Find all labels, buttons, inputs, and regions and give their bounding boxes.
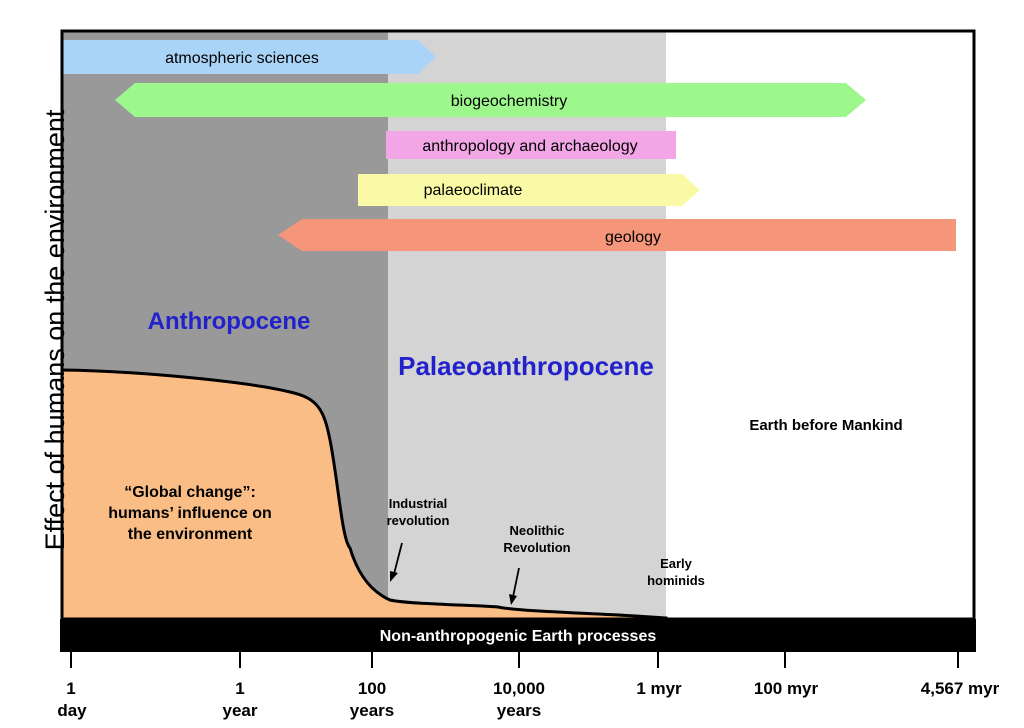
discipline-arrow-atmospheric-sciences: atmospheric sciences	[62, 40, 436, 74]
x-tick-label: 1	[235, 679, 244, 698]
global-change-line: “Global change”:	[124, 484, 256, 501]
event-label-line: Revolution	[503, 540, 570, 555]
non-anthropogenic-label: Non-anthropogenic Earth processes	[380, 628, 657, 645]
event-label-line: Neolithic	[510, 523, 565, 538]
discipline-label: geology	[605, 229, 661, 246]
global-change-line: the environment	[128, 526, 253, 543]
non-anthropogenic-bar	[60, 619, 976, 652]
palaeoanthropocene-region	[388, 31, 666, 619]
before-mankind-region	[666, 31, 974, 619]
discipline-label: anthropology and archaeology	[422, 138, 637, 155]
human-impact-curve	[60, 368, 668, 621]
discipline-arrow-biogeochemistry: biogeochemistry	[115, 83, 866, 117]
event-early-hominids: Early hominids	[647, 556, 705, 588]
x-tick-label: 4,567 myr	[921, 679, 1000, 698]
industrial-revolution-arrow	[390, 542, 403, 582]
event-label-line: Industrial	[389, 496, 448, 511]
x-tick-label: day	[57, 701, 87, 720]
x-tick-label: 1 myr	[636, 679, 682, 698]
x-axis: 1 day 1 year 100 years 10,000 years 1 my…	[57, 652, 1000, 720]
earth-before-mankind-label: Earth before Mankind	[749, 417, 902, 434]
discipline-label: palaeoclimate	[424, 182, 523, 199]
x-tick-label: 10,000	[493, 679, 545, 698]
x-tick-label: year	[223, 701, 258, 720]
event-label-line: revolution	[387, 513, 450, 528]
discipline-arrow-geology: geology	[278, 219, 956, 251]
event-industrial-revolution: Industrial revolution	[387, 496, 450, 528]
neolithic-revolution-arrow	[509, 567, 520, 605]
x-tick-label: 100	[358, 679, 386, 698]
anthropocene-label: Anthropocene	[148, 308, 311, 335]
discipline-label: biogeochemistry	[451, 93, 568, 110]
x-tick-label: 100 myr	[754, 679, 819, 698]
event-neolithic-revolution: Neolithic Revolution	[503, 523, 570, 555]
event-label-line: Early	[660, 556, 693, 571]
x-tick-label: 1	[66, 679, 75, 698]
discipline-label: atmospheric sciences	[165, 50, 319, 67]
palaeoanthropocene-label: Palaeoanthropocene	[398, 351, 654, 381]
discipline-arrow-palaeoclimate: palaeoclimate	[358, 174, 700, 206]
discipline-arrow-anthropology-archaeology: anthropology and archaeology	[386, 131, 676, 159]
event-label-line: hominids	[647, 573, 705, 588]
x-tick-label: years	[497, 701, 541, 720]
x-tick-label: years	[350, 701, 394, 720]
global-change-label: “Global change”: humans’ influence on th…	[108, 484, 272, 543]
y-axis-label: Effect of humans on the environment	[40, 109, 70, 551]
global-change-line: humans’ influence on	[108, 505, 272, 522]
